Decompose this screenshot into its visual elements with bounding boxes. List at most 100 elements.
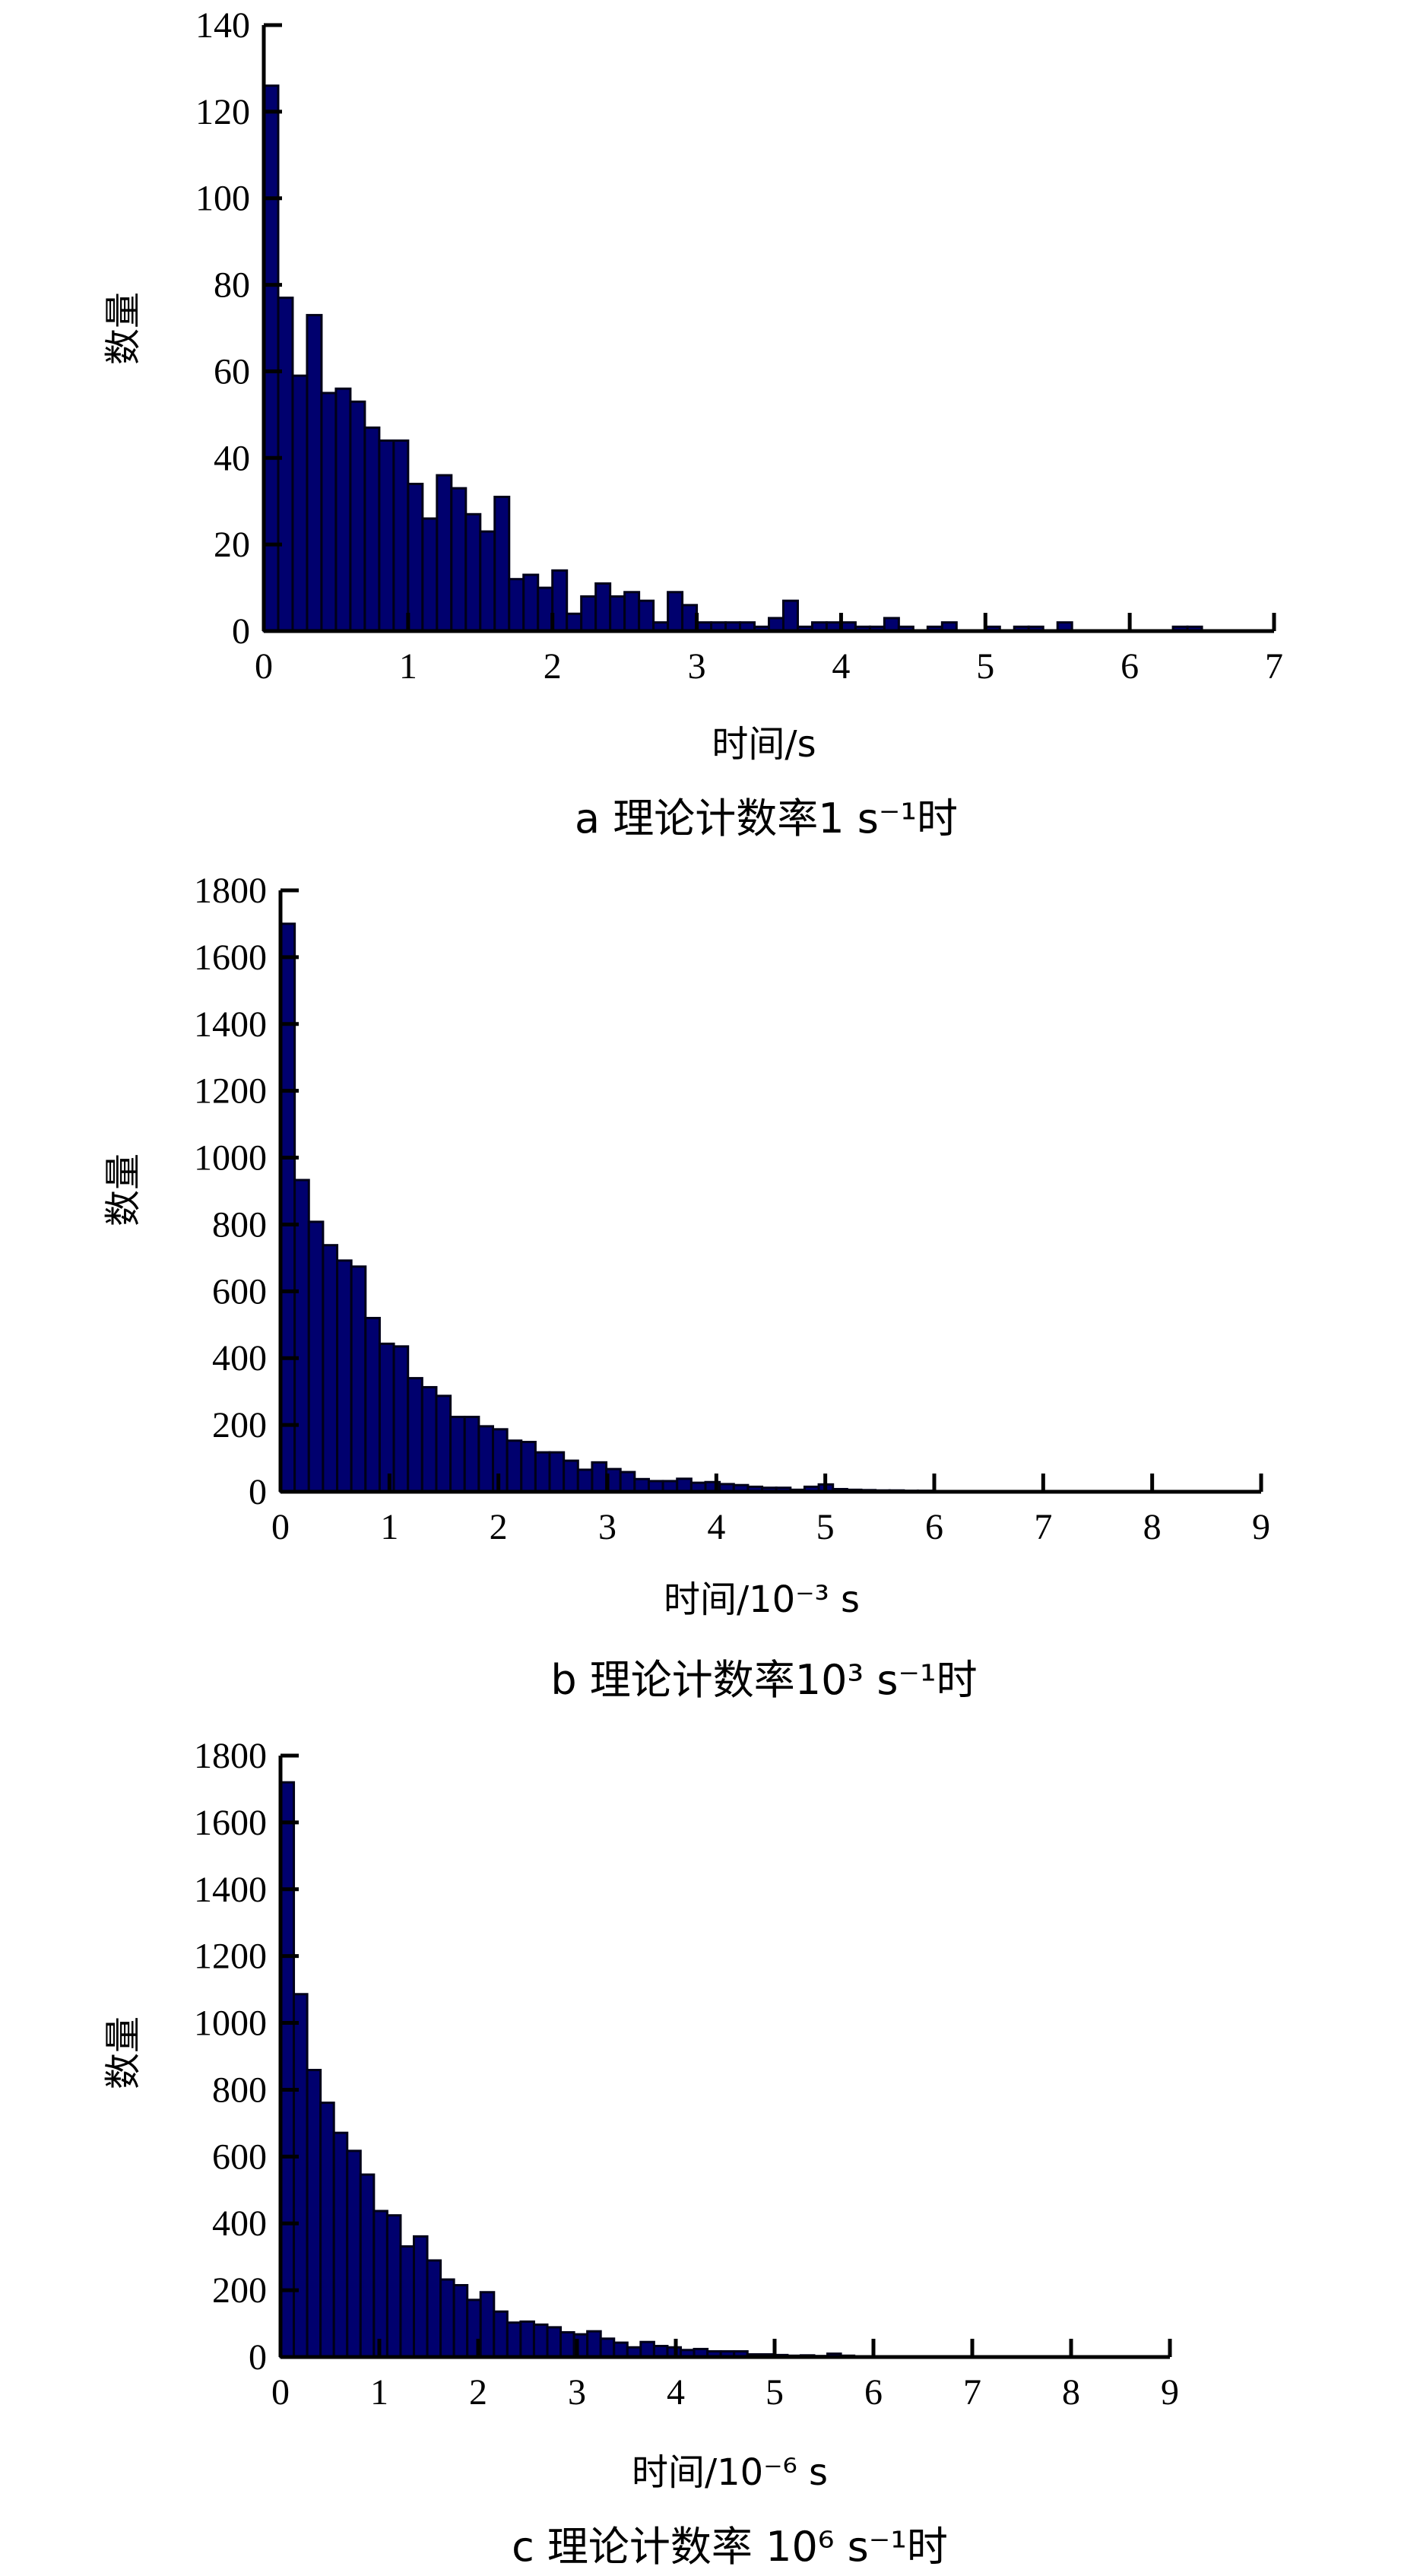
histogram-bar (436, 474, 453, 633)
panel-caption: c 理论计数率 10⁶ s⁻¹时 (512, 2523, 948, 2571)
histogram-bar (449, 1416, 466, 1493)
x-tick-label: 0 (271, 1507, 290, 1547)
histogram-bar (532, 2323, 549, 2359)
x-tick-label: 3 (598, 1507, 617, 1547)
histogram-bar (421, 517, 439, 633)
y-tick-label: 400 (212, 1338, 267, 1378)
histogram-bar (506, 2321, 522, 2359)
y-tick-label: 600 (212, 2137, 267, 2177)
x-axis-label: 时间/s (712, 723, 816, 766)
histogram-bar (320, 392, 338, 633)
y-axis-label: 数量 (102, 1153, 144, 1226)
y-tick-label: 1200 (194, 1937, 267, 1977)
x-tick-label: 2 (469, 2372, 487, 2413)
histogram-bar (350, 1265, 367, 1493)
histogram-bar (586, 2330, 602, 2359)
histogram-bar (463, 1416, 480, 1493)
histogram-bar (392, 1345, 410, 1493)
x-axis-label: 时间/10⁻³ s (664, 1578, 860, 1621)
y-tick-label: 100 (195, 179, 250, 219)
y-tick-label: 1000 (194, 1138, 267, 1179)
histogram-bar (479, 530, 496, 633)
histogram-bar (599, 2337, 616, 2359)
histogram-bar (359, 2173, 376, 2359)
y-tick-label: 60 (214, 351, 250, 392)
x-tick-label: 1 (380, 1507, 398, 1547)
histogram-bar (506, 1439, 523, 1493)
bars (279, 1781, 856, 2359)
histogram-bar (334, 387, 352, 633)
histogram-bar (439, 2278, 455, 2359)
y-tick-label: 200 (212, 2270, 267, 2311)
histogram-bar (551, 569, 569, 633)
x-tick-label: 1 (399, 646, 417, 687)
histogram-bar (464, 512, 482, 633)
y-tick-label: 1400 (194, 1870, 267, 1910)
histogram-bar (307, 1220, 325, 1493)
histogram-bar (676, 1477, 693, 1493)
y-tick-label: 1200 (194, 1071, 267, 1112)
x-tick-label: 7 (1265, 646, 1283, 687)
histogram-bar (452, 2284, 469, 2359)
histogram-bar (450, 487, 468, 633)
histogram-bar (262, 84, 280, 633)
x-tick-label: 4 (667, 2372, 685, 2413)
histogram-bar (399, 2245, 416, 2359)
y-tick-label: 0 (249, 1472, 267, 1512)
histogram-bar (534, 1451, 551, 1493)
y-tick-label: 40 (214, 438, 250, 478)
histogram-bar (306, 313, 323, 633)
y-axis-label: 数量 (102, 292, 144, 365)
x-tick-label: 5 (816, 1507, 835, 1547)
histogram-bar (378, 439, 395, 633)
x-tick-label: 8 (1143, 1507, 1162, 1547)
histogram-bar (580, 595, 597, 633)
histogram-bar (426, 2259, 442, 2359)
x-tick-label: 2 (544, 646, 562, 687)
histogram-bar (372, 2210, 388, 2359)
histogram-bar (319, 2102, 335, 2359)
histogram-bar (293, 1993, 309, 2359)
histogram-bar (407, 482, 424, 633)
histogram-bar (522, 573, 540, 633)
histogram-bar (332, 2131, 349, 2359)
y-tick-label: 0 (249, 2337, 267, 2378)
histogram-bar (546, 2326, 563, 2359)
y-tick-label: 120 (195, 92, 250, 132)
y-axis-label: 数量 (102, 2016, 144, 2089)
x-tick-label: 7 (963, 2372, 981, 2413)
histogram-panel-c: 数量 时间/10⁻⁶ s c 理论计数率 10⁶ s⁻¹时 0 200 400 600… (102, 1736, 1179, 2571)
histogram-bar (346, 2149, 362, 2359)
y-tick-label: 20 (214, 525, 250, 565)
histogram-bar (609, 595, 626, 633)
histogram-bar (435, 1394, 452, 1493)
histogram-bar (420, 1385, 438, 1493)
y-tick-label: 800 (212, 2070, 267, 2110)
x-tick-label: 4 (707, 1507, 725, 1547)
x-tick-label: 5 (976, 646, 994, 687)
y-tick-label: 1000 (194, 2003, 267, 2044)
histogram-bar (363, 426, 381, 633)
y-tick-label: 400 (212, 2203, 267, 2244)
histogram-bar (322, 1244, 339, 1493)
histogram-bar (520, 1441, 537, 1493)
histogram-bar (293, 1179, 310, 1493)
histogram-bar (493, 2310, 509, 2359)
y-tick-label: 1600 (194, 1803, 267, 1843)
y-tick-label: 0 (232, 611, 250, 652)
histogram-bar (576, 1468, 594, 1493)
x-tick-label: 0 (255, 646, 273, 687)
histogram-bar (479, 2291, 496, 2359)
histogram-bar (559, 2330, 575, 2359)
x-axis-label: 时间/10⁻⁶ s (632, 2451, 828, 2494)
histogram-bar (619, 1470, 636, 1493)
histogram-bar (277, 297, 294, 633)
histogram-bar (306, 2069, 322, 2359)
y-tick-label: 140 (195, 5, 250, 46)
y-tick-label: 600 (212, 1271, 267, 1312)
y-tick-label: 1400 (194, 1004, 267, 1045)
histogram-bar (633, 1477, 650, 1493)
y-tick-label: 200 (212, 1405, 267, 1445)
y-tick-label: 80 (214, 265, 250, 306)
